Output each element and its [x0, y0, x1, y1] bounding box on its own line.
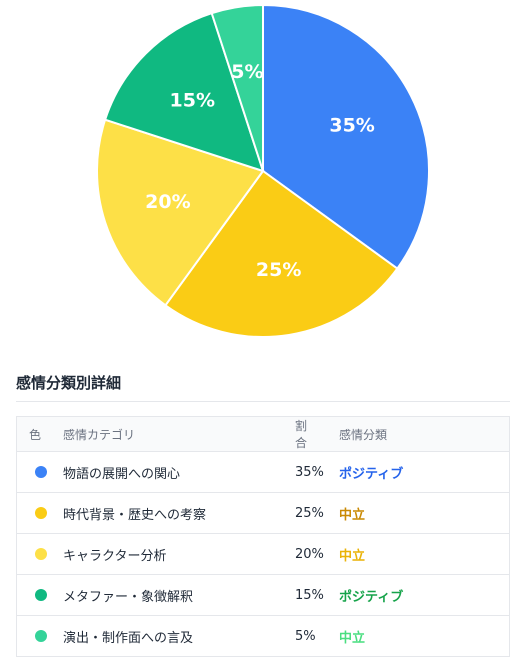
color-dot — [35, 507, 47, 519]
header-color: 色 — [17, 417, 51, 452]
table-row: 物語の展開への関心 35% ポジティブ — [17, 451, 509, 493]
pie-slice — [210, 3, 264, 172]
slice-label: 25% — [256, 259, 301, 281]
row-category: 時代背景・歴史への考察 — [51, 492, 283, 534]
details-title: 感情分類別詳細 — [16, 374, 122, 392]
row-sentiment: ポジティブ — [327, 451, 509, 493]
details-table: 色 感情カテゴリ 割合 感情分類 物語の展開への関心 35% ポジティブ 時代背… — [16, 416, 510, 657]
pie-chart-svg: 35% 25% 20% 15% 5% — [96, 3, 430, 338]
row-sentiment: 中立 — [339, 630, 366, 646]
header-category: 感情カテゴリ — [51, 417, 283, 452]
pie-slice — [262, 3, 430, 270]
color-dot — [35, 548, 47, 560]
color-dot — [35, 466, 47, 478]
row-category: メタファー・象徴解釈 — [51, 574, 283, 616]
pie-slice — [164, 169, 399, 338]
row-ratio: 25% — [283, 492, 327, 534]
row-category: キャラクター分析 — [51, 533, 283, 575]
table-header-row: 色 感情カテゴリ 割合 感情分類 — [17, 417, 509, 452]
row-sentiment: 中立 — [327, 492, 509, 534]
row-ratio: 20% — [283, 533, 327, 575]
header-ratio: 割合 — [283, 417, 327, 452]
row-category: 物語の展開への関心 — [51, 451, 283, 493]
row-sentiment: ポジティブ — [327, 574, 509, 616]
header-sentiment: 感情分類 — [327, 417, 509, 452]
table-row: メタファー・象徴解釈 15% ポジティブ — [17, 574, 509, 616]
section-divider — [16, 401, 510, 402]
row-ratio: 5% — [295, 628, 316, 644]
table-row: 演出・制作面への言及 5% 中立 — [17, 616, 509, 657]
row-ratio: 35% — [283, 451, 327, 493]
color-dot — [35, 630, 47, 642]
row-sentiment: 中立 — [327, 533, 509, 575]
pie-chart: 35% 25% 20% 15% 5% — [96, 3, 430, 338]
pie-slice — [96, 118, 265, 307]
slice-label: 5% — [231, 61, 263, 83]
table-row: キャラクター分析 20% 中立 — [17, 533, 509, 575]
slice-label: 35% — [329, 115, 374, 137]
color-dot — [35, 589, 47, 601]
slice-label: 15% — [170, 89, 215, 111]
row-ratio: 15% — [283, 574, 327, 616]
slice-label: 20% — [145, 191, 190, 213]
table-row: 時代背景・歴史への考察 25% 中立 — [17, 492, 509, 534]
row-category: 演出・制作面への言及 — [63, 630, 194, 646]
